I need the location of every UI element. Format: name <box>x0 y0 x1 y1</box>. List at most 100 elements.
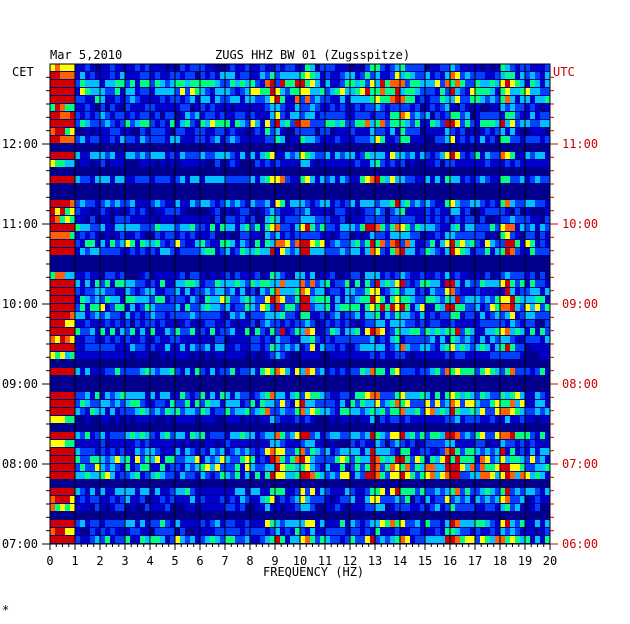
spectrogram-cell <box>120 344 125 351</box>
spectrogram-cell <box>65 504 70 511</box>
spectrogram-cell <box>385 496 390 503</box>
spectrogram-cell <box>325 160 330 167</box>
spectrogram-cell <box>480 400 485 407</box>
spectrogram-cell <box>125 152 130 159</box>
spectrogram-cell <box>275 520 280 527</box>
spectrogram-cell <box>230 296 235 303</box>
spectrogram-cell <box>220 328 225 335</box>
spectrogram-cell <box>370 464 375 471</box>
spectrogram-cell <box>415 416 420 423</box>
spectrogram-cell <box>250 536 255 543</box>
date-label: Mar 5,2010 <box>50 48 122 62</box>
spectrogram-cell <box>530 104 535 111</box>
spectrogram-cell <box>360 104 365 111</box>
spectrogram-cell <box>230 328 235 335</box>
spectrogram-cell <box>200 536 205 543</box>
spectrogram-cell <box>505 136 510 143</box>
spectrogram-cell <box>150 504 155 511</box>
spectrogram-cell <box>450 88 455 95</box>
spectrogram-cell <box>240 136 245 143</box>
spectrogram-cell <box>70 80 75 87</box>
spectrogram-cell <box>100 464 105 471</box>
spectrogram-cell <box>340 136 345 143</box>
spectrogram-cell <box>355 408 360 415</box>
spectrogram-cell <box>430 248 435 255</box>
spectrogram-cell <box>225 496 230 503</box>
spectrogram-cell <box>355 240 360 247</box>
spectrogram-cell <box>140 120 145 127</box>
spectrogram-cell <box>425 320 430 327</box>
spectrogram-cell <box>105 304 110 311</box>
spectrogram-cell <box>310 96 315 103</box>
spectrogram-cell <box>430 216 435 223</box>
spectrogram-cell <box>435 272 440 279</box>
spectrogram-cell <box>515 496 520 503</box>
spectrogram-cell <box>540 448 545 455</box>
spectrogram-cell <box>530 88 535 95</box>
spectrogram-cell <box>80 304 85 311</box>
spectrogram-cell <box>100 136 105 143</box>
spectrogram-cell <box>360 336 365 343</box>
spectrogram-cell <box>450 240 455 247</box>
spectrogram-cell <box>545 64 550 71</box>
spectrogram-cell <box>265 160 270 167</box>
spectrogram-cell <box>450 96 455 103</box>
spectrogram-cell <box>520 472 525 479</box>
spectrogram-cell <box>435 456 440 463</box>
spectrogram-cell <box>410 536 415 543</box>
spectrogram-cell <box>405 488 410 495</box>
spectrogram-cell <box>380 504 385 511</box>
spectrogram-cell <box>395 320 400 327</box>
spectrogram-cell <box>300 336 305 343</box>
spectrogram-cell <box>320 368 325 375</box>
spectrogram-cell <box>220 280 225 287</box>
spectrogram-cell <box>245 112 250 119</box>
spectrogram-cell <box>120 64 125 71</box>
spectrogram-cell <box>265 440 270 447</box>
spectrogram-cell <box>245 88 250 95</box>
spectrogram-cell <box>475 176 480 183</box>
spectrogram-cell <box>170 248 175 255</box>
spectrogram-cell <box>195 248 200 255</box>
spectrogram-cell <box>355 232 360 239</box>
spectrogram-cell <box>205 368 210 375</box>
spectrogram-cell <box>420 152 425 159</box>
spectrogram-cell <box>505 352 510 359</box>
spectrogram-cell <box>175 96 180 103</box>
spectrogram-cell <box>315 528 320 535</box>
spectrogram-cell <box>420 496 425 503</box>
spectrogram-cell <box>180 320 185 327</box>
spectrogram-cell <box>390 64 395 71</box>
spectrogram-cell <box>320 400 325 407</box>
spectrogram-cell <box>480 432 485 439</box>
spectrogram-cell <box>450 176 455 183</box>
spectrogram-cell <box>360 120 365 127</box>
spectrogram-cell <box>465 296 470 303</box>
spectrogram-cell <box>200 248 205 255</box>
spectrogram-cell <box>90 344 95 351</box>
spectrogram-cell <box>290 232 295 239</box>
spectrogram-cell <box>500 152 505 159</box>
spectrogram-cell <box>240 152 245 159</box>
spectrogram-cell <box>280 320 285 327</box>
spectrogram-cell <box>510 280 515 287</box>
spectrogram-cell <box>285 368 290 375</box>
spectrogram-cell <box>530 176 535 183</box>
spectrogram-cell <box>520 496 525 503</box>
spectrogram-cell <box>410 336 415 343</box>
spectrogram-cell <box>90 64 95 71</box>
spectrogram-cell <box>460 408 465 415</box>
spectrogram-cell <box>430 472 435 479</box>
spectrogram-cell <box>210 88 215 95</box>
spectrogram-cell <box>95 400 100 407</box>
spectrogram-cell <box>485 472 490 479</box>
spectrogram-cell <box>390 160 395 167</box>
spectrogram-cell <box>50 64 55 71</box>
spectrogram-cell <box>175 312 180 319</box>
spectrogram-cell <box>415 224 420 231</box>
spectrogram-cell <box>70 152 75 159</box>
spectrogram-cell <box>120 240 125 247</box>
spectrogram-cell <box>65 128 70 135</box>
spectrogram-cell <box>380 216 385 223</box>
spectrogram-cell <box>385 456 390 463</box>
